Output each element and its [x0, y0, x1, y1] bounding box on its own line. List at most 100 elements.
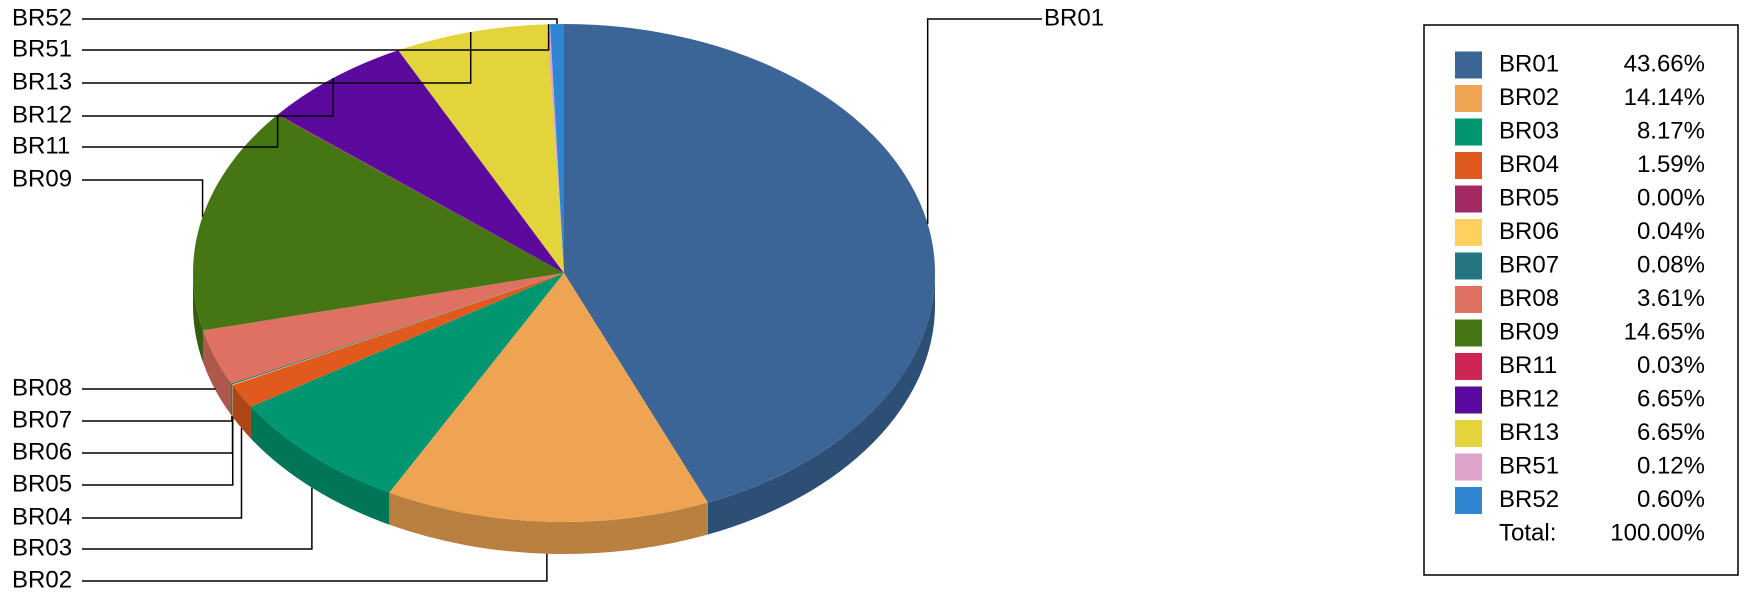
slice-side [232, 385, 252, 439]
leader-line [82, 428, 243, 519]
legend-swatch [1455, 118, 1482, 146]
legend-value: 1.59% [1637, 151, 1705, 178]
leader-line [82, 179, 204, 217]
legend-total-label: Total: [1499, 519, 1556, 546]
leader-line [82, 18, 558, 25]
leader-line [82, 553, 548, 582]
legend-label: BR03 [1499, 117, 1559, 144]
legend-value: 0.04% [1637, 218, 1705, 245]
legend-swatch [1455, 319, 1482, 347]
legend-swatch [1455, 420, 1482, 447]
slice [389, 273, 708, 522]
leader-lines: BR52 BR51 BR13 BR12 BR11 BR09 BR08 BR07 BR06 BR05… [12, 4, 1104, 593]
slice [277, 50, 564, 274]
legend-value: 0.08% [1637, 251, 1705, 278]
legend-value: 6.65% [1637, 385, 1705, 412]
slice-label: BR09 [12, 165, 72, 192]
slice-label: BR04 [12, 503, 72, 530]
slice-label: BR01 [1044, 4, 1104, 31]
leader-line [82, 487, 313, 550]
slice [564, 24, 935, 503]
legend-label: BR06 [1499, 218, 1559, 245]
leader-line [82, 415, 233, 422]
legend-swatch [1455, 219, 1482, 246]
leader-line [82, 114, 279, 148]
leader-line [926, 18, 1042, 224]
slice-label: BR51 [12, 35, 72, 62]
legend-swatch [1455, 487, 1482, 514]
legend-label: BR07 [1499, 251, 1559, 278]
slice-label: BR52 [12, 4, 72, 31]
slice [232, 273, 564, 407]
legend-label: BR05 [1499, 184, 1559, 211]
slice-side-shade [231, 383, 233, 417]
slice [202, 273, 564, 384]
legend-value: 0.60% [1637, 486, 1705, 513]
slice [398, 24, 564, 273]
legend-swatch [1455, 51, 1482, 79]
slice-label: BR12 [12, 101, 72, 128]
slice [231, 273, 564, 385]
slice-side [389, 492, 708, 554]
slice-side-shade [232, 385, 252, 439]
leader-line [82, 416, 234, 454]
slice-side [251, 406, 390, 525]
slice-side [231, 383, 233, 417]
slice [277, 114, 564, 273]
legend-value: 3.61% [1637, 285, 1705, 312]
legend-swatch [1455, 286, 1482, 313]
legend-swatch [1455, 353, 1482, 380]
legend-value: 0.03% [1637, 352, 1705, 379]
legend-value: 6.65% [1637, 419, 1705, 446]
legend-label: BR09 [1499, 318, 1559, 345]
slice-side-shade [707, 273, 935, 535]
legend-value: 8.17% [1637, 117, 1705, 144]
slice-label: BR02 [12, 566, 72, 593]
legend-label: BR12 [1499, 385, 1559, 412]
legend-total-value: 100.00% [1610, 519, 1705, 546]
legend-swatch [1455, 185, 1482, 213]
legend-swatch [1455, 386, 1482, 414]
legend-swatch [1455, 453, 1482, 481]
legend-label: BR02 [1499, 84, 1559, 111]
slice-side [193, 273, 203, 363]
leader-line [82, 32, 472, 84]
slice-label: BR08 [12, 374, 72, 401]
legend: BR01 43.66% BR02 14.14% BR03 8.17% BR04 1.59% BR… [1455, 50, 1705, 546]
legend-swatch [1455, 252, 1482, 280]
legend-value: 14.65% [1624, 318, 1705, 345]
leader-line [82, 417, 234, 486]
legend-label: BR11 [1499, 352, 1557, 379]
slice-side-shade [251, 406, 390, 525]
legend-label: BR51 [1499, 452, 1559, 479]
pie-tops [192, 24, 935, 522]
slice-label: BR06 [12, 438, 72, 465]
slice [251, 273, 564, 493]
slice [232, 273, 564, 386]
slice-label: BR03 [12, 534, 72, 561]
legend-label: BR08 [1499, 285, 1559, 312]
legend-value: 0.00% [1637, 184, 1705, 211]
slice-side [202, 330, 232, 416]
legend-label: BR01 [1499, 50, 1559, 77]
slice-side [707, 273, 935, 535]
legend-label: BR52 [1499, 486, 1559, 513]
legend-value: 43.66% [1624, 50, 1705, 77]
leader-line [82, 78, 334, 117]
legend-label: BR04 [1499, 151, 1559, 178]
slice-label: BR05 [12, 470, 72, 497]
slice [547, 24, 564, 273]
slice-label: BR11 [12, 132, 70, 159]
leader-line [82, 24, 550, 51]
slice-side-shade [193, 273, 203, 363]
slice-label: BR07 [12, 406, 72, 433]
legend-value: 14.14% [1624, 84, 1705, 111]
legend-swatch [1455, 85, 1482, 112]
slice [192, 114, 564, 331]
legend-swatch [1455, 152, 1482, 179]
pie-sides [193, 273, 935, 554]
slice [550, 24, 564, 273]
slice-side-shade [202, 330, 232, 416]
